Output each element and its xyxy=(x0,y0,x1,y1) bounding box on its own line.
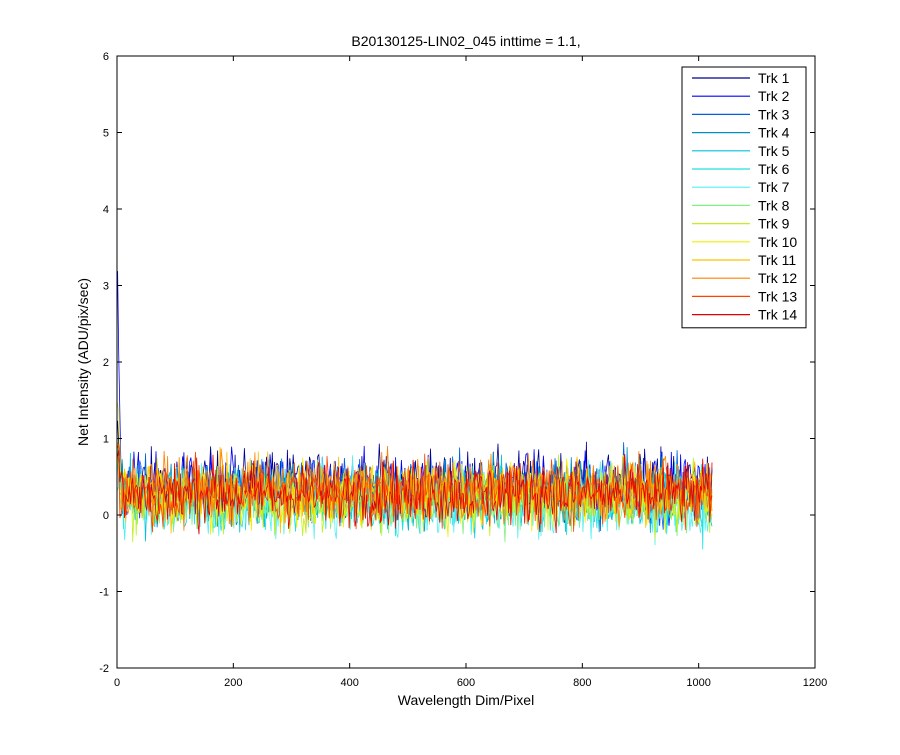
y-tick-label: 0 xyxy=(103,510,109,522)
y-tick-label: 1 xyxy=(103,434,109,446)
y-tick-label: 5 xyxy=(103,128,109,140)
legend-label: Trk 8 xyxy=(758,197,790,213)
x-tick-label: 200 xyxy=(224,677,242,689)
legend-label: Trk 2 xyxy=(758,88,790,104)
y-tick-label: 4 xyxy=(103,204,109,216)
x-tick-label: 1000 xyxy=(686,677,710,689)
y-tick-label: 2 xyxy=(103,357,109,369)
legend-label: Trk 1 xyxy=(758,70,790,86)
legend-label: Trk 7 xyxy=(758,179,790,195)
tick-layer: 0 200 400 600 800 1000 1200 -2 -1 0 1 2 3 4 5 6 xyxy=(99,51,827,689)
series-line-14 xyxy=(117,450,713,535)
series-layer xyxy=(117,271,713,550)
legend-label: Trk 5 xyxy=(758,143,790,159)
x-tick-label: 600 xyxy=(457,677,475,689)
x-tick-label: 400 xyxy=(340,677,358,689)
legend-label: Trk 4 xyxy=(758,125,790,141)
legend-label: Trk 10 xyxy=(758,234,797,250)
x-tick-label: 0 xyxy=(114,677,120,689)
chart-title: B20130125-LIN02_045 inttime = 1.1, xyxy=(351,33,580,49)
x-tick-label: 800 xyxy=(573,677,591,689)
legend-label: Trk 14 xyxy=(758,307,797,323)
y-tick-label: -2 xyxy=(99,663,109,675)
x-axis-label: Wavelength Dim/Pixel xyxy=(398,692,534,708)
y-tick-label: 6 xyxy=(103,51,109,63)
legend: Trk 1 Trk 2 Trk 3 Trk 4 Trk 5 Trk 6 Trk 7 Trk 8… xyxy=(681,66,807,329)
legend-label: Trk 3 xyxy=(758,106,790,122)
y-tick-label: -1 xyxy=(99,587,109,599)
legend-label: Trk 6 xyxy=(758,161,790,177)
legend-label: Trk 13 xyxy=(758,288,797,304)
legend-label: Trk 9 xyxy=(758,216,790,232)
legend-box xyxy=(681,66,807,329)
legend-label: Trk 12 xyxy=(758,270,797,286)
y-axis-label: Net Intensity (ADU/pix/sec) xyxy=(75,278,91,446)
x-tick-label: 1200 xyxy=(803,677,827,689)
legend-label: Trk 11 xyxy=(758,252,796,268)
y-tick-label: 3 xyxy=(103,281,109,293)
